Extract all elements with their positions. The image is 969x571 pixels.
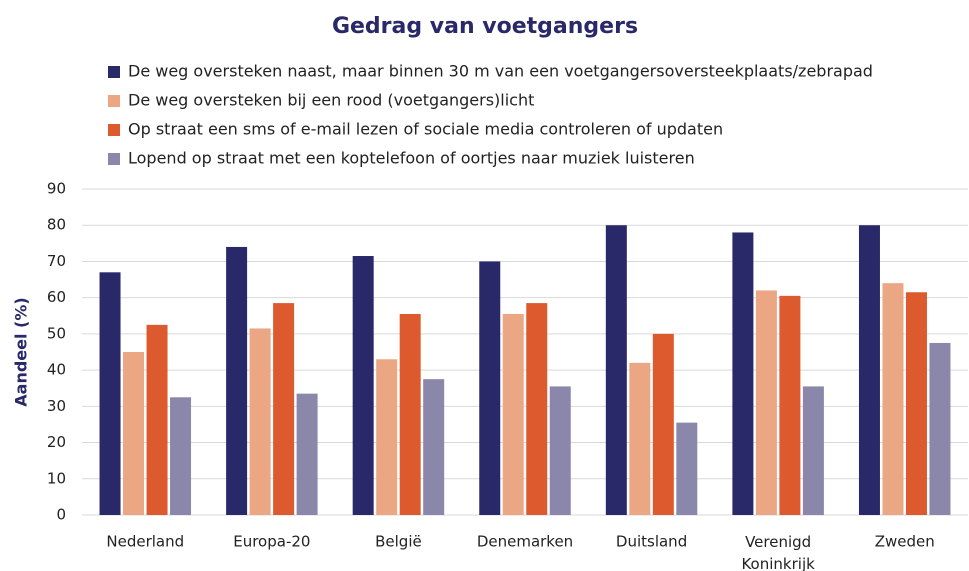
legend-swatch bbox=[108, 153, 120, 165]
legend-swatch bbox=[108, 66, 120, 78]
bar bbox=[755, 290, 777, 515]
y-tick-label: 90 bbox=[47, 180, 66, 198]
legend-swatch bbox=[108, 95, 120, 107]
bar bbox=[423, 379, 445, 515]
bar bbox=[376, 359, 398, 515]
bar bbox=[676, 422, 698, 515]
bar bbox=[352, 256, 374, 515]
legend-label: De weg oversteken naast, maar binnen 30 … bbox=[128, 62, 873, 81]
y-axis-label: Aandeel (%) bbox=[12, 297, 31, 406]
bar bbox=[929, 342, 951, 515]
bar bbox=[479, 261, 501, 515]
bar bbox=[802, 386, 824, 515]
x-tick-label: Denemarken bbox=[477, 533, 573, 551]
bar bbox=[146, 324, 168, 515]
bar bbox=[123, 352, 145, 515]
y-tick-label: 80 bbox=[47, 216, 66, 234]
bar bbox=[549, 386, 571, 515]
bar bbox=[170, 397, 192, 515]
y-tick-label: 40 bbox=[47, 361, 66, 379]
y-tick-label: 10 bbox=[47, 469, 66, 487]
x-tick-label: Nederland bbox=[106, 533, 184, 551]
bar bbox=[905, 292, 927, 515]
bar bbox=[273, 303, 295, 515]
legend-label: Op straat een sms of e-mail lezen of soc… bbox=[128, 120, 723, 139]
bar bbox=[526, 303, 548, 515]
bar bbox=[732, 232, 754, 515]
x-tick-label: Duitsland bbox=[616, 533, 687, 551]
x-tick-label: Verenigd Koninkrijk bbox=[741, 533, 815, 571]
bar bbox=[629, 362, 651, 515]
bar bbox=[226, 246, 248, 515]
legend-swatch bbox=[108, 124, 120, 136]
x-tick-label: Europa-20 bbox=[233, 533, 310, 551]
y-tick-label: 0 bbox=[56, 506, 66, 524]
legend-label: De weg oversteken bij een rood (voetgang… bbox=[128, 91, 534, 110]
bar bbox=[296, 393, 318, 515]
bar bbox=[605, 225, 627, 515]
bar bbox=[99, 272, 121, 515]
y-tick-label: 20 bbox=[47, 433, 66, 451]
y-tick-label: 70 bbox=[47, 252, 66, 270]
bar bbox=[882, 283, 904, 515]
bar bbox=[652, 333, 674, 515]
bar bbox=[399, 313, 421, 515]
bar bbox=[858, 225, 880, 515]
bar bbox=[249, 328, 271, 515]
bar bbox=[779, 295, 801, 515]
y-tick-label: 60 bbox=[47, 288, 66, 306]
chart-title: Gedrag van voetgangers bbox=[332, 14, 638, 39]
bar bbox=[502, 313, 524, 515]
legend-label: Lopend op straat met een koptelefoon of … bbox=[128, 149, 695, 168]
x-tick-label: Zweden bbox=[875, 533, 935, 551]
y-tick-label: 50 bbox=[47, 324, 66, 342]
x-tick-label: België bbox=[375, 533, 422, 551]
y-tick-label: 30 bbox=[47, 397, 66, 415]
